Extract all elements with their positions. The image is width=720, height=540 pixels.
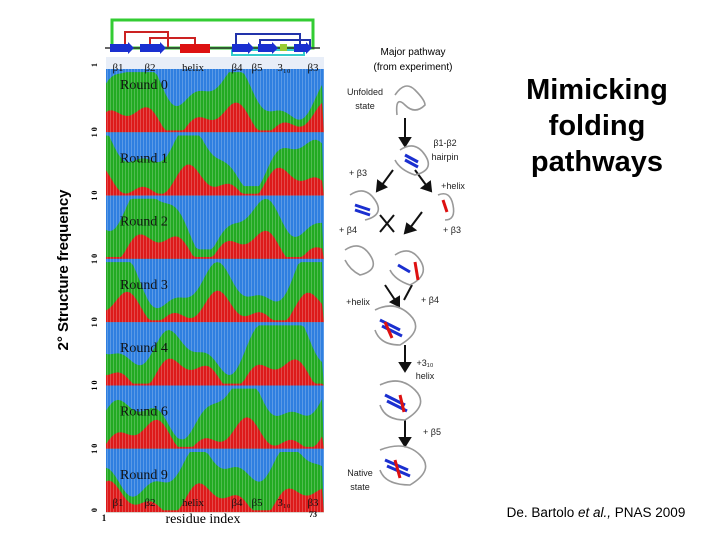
authors: De. Bartolo <box>507 505 575 520</box>
pathway-heading: (from experiment) <box>374 62 453 73</box>
y-tick-label: 1 0 <box>90 127 99 137</box>
round-label: Round 1 <box>120 151 168 166</box>
round-label: Round 2 <box>120 215 168 230</box>
structure-label: helix <box>182 62 204 74</box>
step-label: + β5 <box>423 427 441 437</box>
step-label: + β4 <box>339 225 357 235</box>
round-label: Round 0 <box>120 78 168 93</box>
step-label: + β4 <box>421 295 439 305</box>
state-label: state <box>355 101 375 111</box>
structure-label: β5 <box>251 62 263 74</box>
title: pathways <box>531 146 663 178</box>
step-label: +helix <box>441 181 465 191</box>
x-axis-label: residue index <box>165 512 240 527</box>
x-end: 73 <box>309 510 317 519</box>
round-label: Round 3 <box>120 278 168 293</box>
y-tick-label: 1 0 <box>90 317 99 327</box>
structure-label: β5 <box>251 497 263 509</box>
pathway-heading: Major pathway <box>380 47 445 58</box>
y-tick-label: 1 <box>90 63 99 67</box>
frequency-panels: Round 0 Round 1 Round 2 Round 3 Round 4 Round… <box>90 57 324 513</box>
step-label: + β3 <box>349 168 367 178</box>
residue-lines <box>106 258 324 323</box>
round-label: Round 9 <box>120 468 168 483</box>
residue-lines <box>106 132 324 196</box>
structure-label: β1 <box>112 62 123 74</box>
y-tick-label: 1 0 <box>90 254 99 264</box>
structure-label: β2 <box>144 62 155 74</box>
et-al: et al., <box>578 505 611 520</box>
step-label: β1-β2 <box>433 138 456 148</box>
state-label: Native <box>347 468 373 478</box>
residue-lines <box>106 322 324 386</box>
citation: De. Bartolo et al., PNAS 2009 <box>507 505 686 520</box>
title: Mimicking <box>526 74 668 106</box>
structure-label: β2 <box>144 497 155 509</box>
structure-label: β3 <box>307 497 319 509</box>
step-label: hairpin <box>431 152 458 162</box>
structure-label: 3₁₀ <box>277 62 290 74</box>
y-tick-label: 0 <box>90 508 99 512</box>
structure-label: β3 <box>307 62 319 74</box>
residue-lines <box>106 448 324 513</box>
y-axis-label: 2° Structure frequency <box>55 189 72 351</box>
residue-lines <box>106 385 324 449</box>
residue-lines <box>106 69 324 133</box>
structure-label: 3₁₀ <box>277 497 290 509</box>
y-tick-label: 1 0 <box>90 191 99 201</box>
state-label: Unfolded <box>347 87 383 97</box>
residue-lines <box>106 195 324 259</box>
step-label: helix <box>416 371 435 381</box>
state-label: state <box>350 482 370 492</box>
journal: PNAS 2009 <box>615 505 686 520</box>
structure-label: β1 <box>112 497 123 509</box>
structure-label: helix <box>182 497 204 509</box>
step-label: + β3 <box>443 225 461 235</box>
title: folding <box>549 110 646 142</box>
structure-label: β4 <box>231 497 243 509</box>
x-start: 1 <box>102 513 107 523</box>
y-tick-label: 1 0 <box>90 381 99 391</box>
structure-label: β4 <box>231 62 243 74</box>
topology-diagram <box>105 18 320 56</box>
step-label: +helix <box>346 297 370 307</box>
round-label: Round 6 <box>120 405 168 420</box>
round-label: Round 4 <box>120 341 168 356</box>
step-label: +3₁₀ <box>416 358 433 368</box>
pathway: Major pathway (from experiment) Unfolded… <box>339 47 465 492</box>
y-tick-label: 1 0 <box>90 444 99 454</box>
